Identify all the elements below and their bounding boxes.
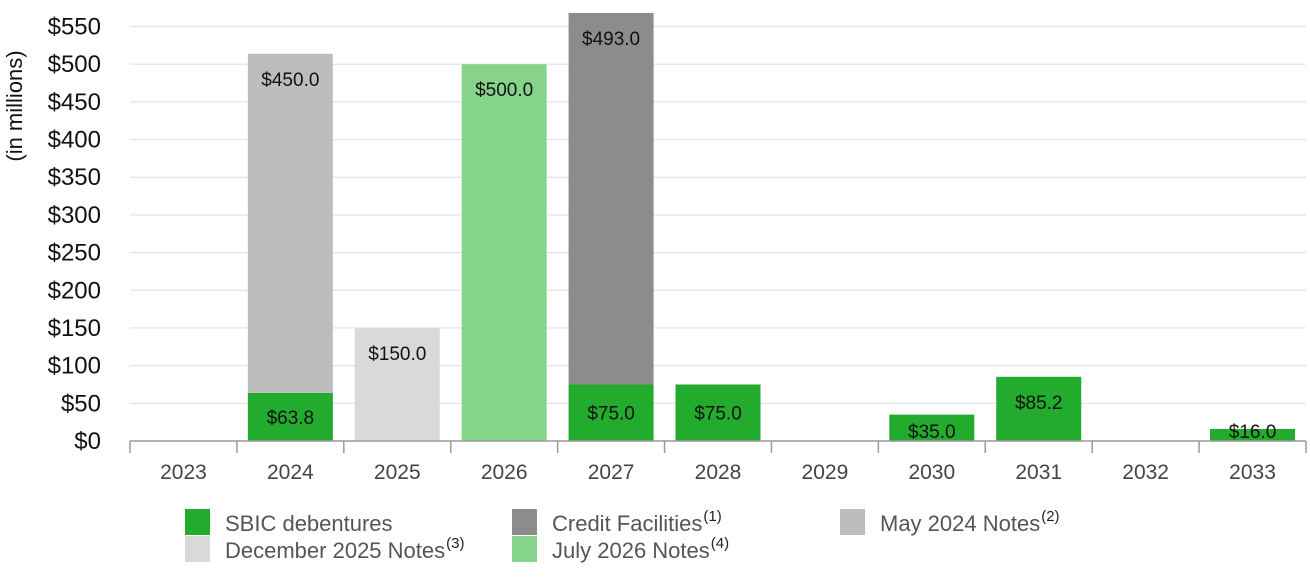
bar-sbic-debentures-2031 — [996, 376, 1082, 441]
x-tick-label: 2023 — [160, 461, 207, 484]
data-label: $35.0 — [908, 422, 956, 443]
y-tick-label: $250 — [48, 240, 101, 267]
legend-swatch — [512, 536, 537, 562]
x-tick-label: 2033 — [1229, 461, 1276, 484]
legend-swatch — [185, 536, 210, 562]
data-label: $150.0 — [368, 344, 426, 365]
legend-label: December 2025 Notes — [225, 538, 445, 563]
y-tick-label: $400 — [48, 127, 101, 154]
legend-swatch — [512, 509, 537, 535]
x-tick-label: 2027 — [588, 461, 635, 484]
data-label: $493.0 — [582, 29, 640, 50]
legend-label: May 2024 Notes — [880, 511, 1040, 536]
x-tick-label: 2028 — [695, 461, 742, 484]
y-tick-label: $200 — [48, 277, 101, 304]
bar-december-2025-notes-2025 — [354, 327, 440, 441]
legend-footnote: (4) — [711, 535, 729, 552]
x-tick-label: 2026 — [481, 461, 528, 484]
data-label: $75.0 — [694, 404, 742, 425]
data-label: $450.0 — [261, 70, 319, 91]
x-tick-label: 2024 — [267, 461, 314, 484]
x-tick-label: 2025 — [374, 461, 421, 484]
bar-july-2026-notes-2026 — [461, 64, 547, 441]
data-label: $85.2 — [1015, 393, 1063, 414]
axes: $0 $50 $100 $150 $200 $250 $300 $350 $400 $450 $50… — [48, 14, 1307, 484]
data-label: $16.0 — [1229, 422, 1277, 443]
bar-sbic-debentures-2027 — [568, 384, 654, 441]
x-tick-label: 2029 — [802, 461, 849, 484]
legend-swatch — [840, 509, 865, 535]
bar-sbic-debentures-2028 — [675, 384, 761, 441]
y-axis-title: (in millions) — [2, 50, 27, 161]
legend-footnote: (3) — [446, 535, 464, 552]
y-tick-label: $300 — [48, 202, 101, 229]
legend-footnote: (1) — [703, 508, 721, 525]
legend-swatch — [185, 509, 210, 535]
x-tick-label: 2031 — [1015, 461, 1062, 484]
legend-label: SBIC debentures — [225, 511, 393, 536]
legend-label: July 2026 Notes — [552, 538, 710, 563]
legend: SBIC debentures Credit Facilities (1) May 2… — [185, 508, 1060, 563]
bar-sbic-debentures-2024 — [247, 392, 333, 441]
bar-credit-facilities-2027 — [568, 12, 654, 385]
y-tick-label: $100 — [48, 353, 101, 380]
y-tick-label: $350 — [48, 164, 101, 191]
legend-footnote: (2) — [1041, 508, 1059, 525]
x-tick-label: 2030 — [908, 461, 955, 484]
bar-sbic-debentures-2033 — [1210, 428, 1296, 441]
y-tick-label: $150 — [48, 315, 101, 342]
x-tick-label: 2032 — [1122, 461, 1169, 484]
legend-label: Credit Facilities — [552, 511, 702, 536]
bar-may-2024-notes-2024 — [247, 53, 333, 393]
y-tick-label: $500 — [48, 51, 101, 78]
data-label: $500.0 — [475, 80, 533, 101]
y-tick-label: $0 — [74, 428, 101, 455]
bar-sbic-debentures-2030 — [889, 414, 975, 441]
y-tick-label: $50 — [61, 390, 101, 417]
data-label: $63.8 — [267, 408, 315, 429]
y-tick-label: $550 — [48, 14, 101, 41]
data-labels: $63.8 $75.0 $75.0 $35.0 $85.2 $16.0 $493.0 $450… — [261, 29, 1276, 443]
y-tick-label: $450 — [48, 89, 101, 116]
data-label: $75.0 — [587, 404, 635, 425]
bars — [247, 12, 1296, 441]
